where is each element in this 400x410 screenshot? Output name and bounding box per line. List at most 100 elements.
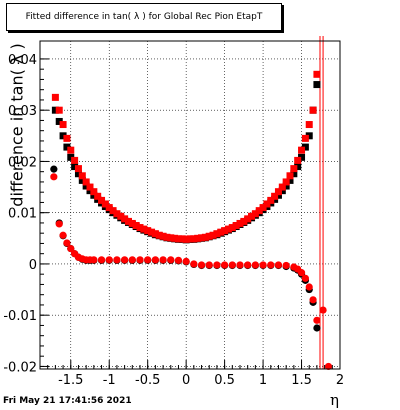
data-point-square [67, 153, 75, 161]
data-point-circle [159, 256, 167, 264]
x-tick-label: 1.5 [291, 373, 312, 388]
x-tick-label: 1 [259, 373, 267, 388]
data-point-square [305, 132, 313, 140]
data-point-square [274, 188, 282, 196]
data-point-square [82, 178, 90, 186]
x-tick-label: 0 [182, 373, 190, 388]
data-point-circle [136, 256, 144, 264]
data-point-circle [228, 261, 236, 269]
data-point-circle [190, 260, 198, 268]
data-point-square [78, 172, 86, 180]
data-point-circle [251, 261, 259, 269]
y-axis-label: difference in tan( λ ) [7, 43, 27, 207]
data-point-square [74, 170, 82, 178]
timestamp: Fri May 21 17:41:56 2021 [3, 396, 132, 406]
data-point-square [78, 176, 86, 184]
data-point-square [240, 217, 248, 225]
x-tick-label: -1 [103, 373, 116, 388]
data-point-square [163, 233, 171, 241]
data-point-square [86, 187, 94, 195]
y-tick-label: 0 [29, 258, 37, 273]
data-point-square [90, 188, 98, 196]
data-point-square [244, 215, 252, 223]
data-point-circle [105, 256, 113, 264]
data-point-square [290, 165, 298, 173]
data-point-square [71, 156, 79, 164]
data-point-square [282, 178, 290, 186]
data-point-square [305, 121, 313, 129]
data-point-square [128, 219, 136, 227]
data-point-square [121, 215, 129, 223]
data-point-square [278, 187, 286, 195]
y-tick-label: 0.03 [8, 104, 37, 119]
data-point-circle [50, 165, 58, 173]
error-bars [319, 36, 324, 369]
data-point-square [190, 235, 198, 243]
data-point-square [59, 132, 67, 140]
data-marks [50, 70, 333, 371]
data-point-square [201, 233, 209, 241]
data-point-square [151, 230, 159, 238]
data-point-square [255, 207, 263, 215]
data-point-square [109, 207, 117, 215]
data-point-square [51, 106, 59, 114]
data-point-square [313, 70, 321, 78]
y-tick-label: -0.02 [3, 360, 37, 375]
data-point-square [309, 106, 317, 114]
data-point-square [282, 182, 290, 190]
axis-ticks: -1.5 -1 -0.5 0 0.5 1 1.5 2 -0.02 -0.01 0 0.01 0.02 0.… [3, 53, 344, 388]
data-point-circle [282, 261, 290, 270]
data-point-circle [274, 261, 283, 269]
data-point-circle [259, 261, 267, 269]
data-point-square [117, 212, 125, 220]
data-point-circle [309, 296, 317, 304]
data-point-circle [113, 256, 121, 264]
data-point-circle [151, 256, 159, 264]
data-point-square [86, 183, 94, 191]
plot-frame [39, 40, 341, 370]
data-point-square [259, 204, 267, 212]
data-point-square [140, 225, 148, 233]
data-point-square [144, 227, 152, 235]
data-point-circle [167, 256, 175, 264]
data-point-square [178, 235, 186, 243]
data-point-circle [128, 256, 136, 264]
data-point-square [63, 143, 71, 151]
data-point-square [221, 227, 229, 235]
data-point-circle [174, 256, 183, 264]
data-point-circle [63, 239, 71, 247]
data-point-circle [213, 261, 221, 269]
data-point-square [55, 106, 63, 114]
data-point-square [105, 204, 113, 212]
data-point-circle [55, 220, 63, 228]
data-point-circle [182, 257, 190, 265]
data-point-square [224, 225, 232, 233]
data-point-square [124, 217, 132, 225]
data-point-square [94, 192, 102, 200]
data-point-square [217, 228, 225, 236]
data-point-square [132, 222, 140, 229]
data-point-square [198, 234, 206, 242]
chart-title: Fitted difference in tan( λ ) for Global… [6, 3, 282, 31]
data-point-square [236, 219, 244, 227]
data-point-square [174, 235, 182, 243]
data-point-circle [59, 231, 67, 239]
data-point-circle [324, 362, 333, 371]
data-point-square [167, 234, 175, 242]
data-point-square [90, 191, 98, 199]
data-point-square [186, 235, 194, 243]
data-point-circle [90, 256, 98, 264]
data-point-circle [144, 256, 152, 264]
data-point-square [55, 117, 63, 125]
data-point-circle [313, 324, 321, 332]
data-point-circle [221, 261, 229, 269]
data-point-square [290, 170, 298, 178]
x-axis-label: η [330, 391, 339, 409]
data-point-square [67, 146, 75, 154]
data-point-square [136, 224, 144, 232]
data-point-square [171, 234, 179, 242]
data-point-square [74, 165, 82, 173]
data-point-square [278, 183, 286, 191]
data-point-square [63, 134, 71, 142]
data-point-square [313, 81, 321, 89]
